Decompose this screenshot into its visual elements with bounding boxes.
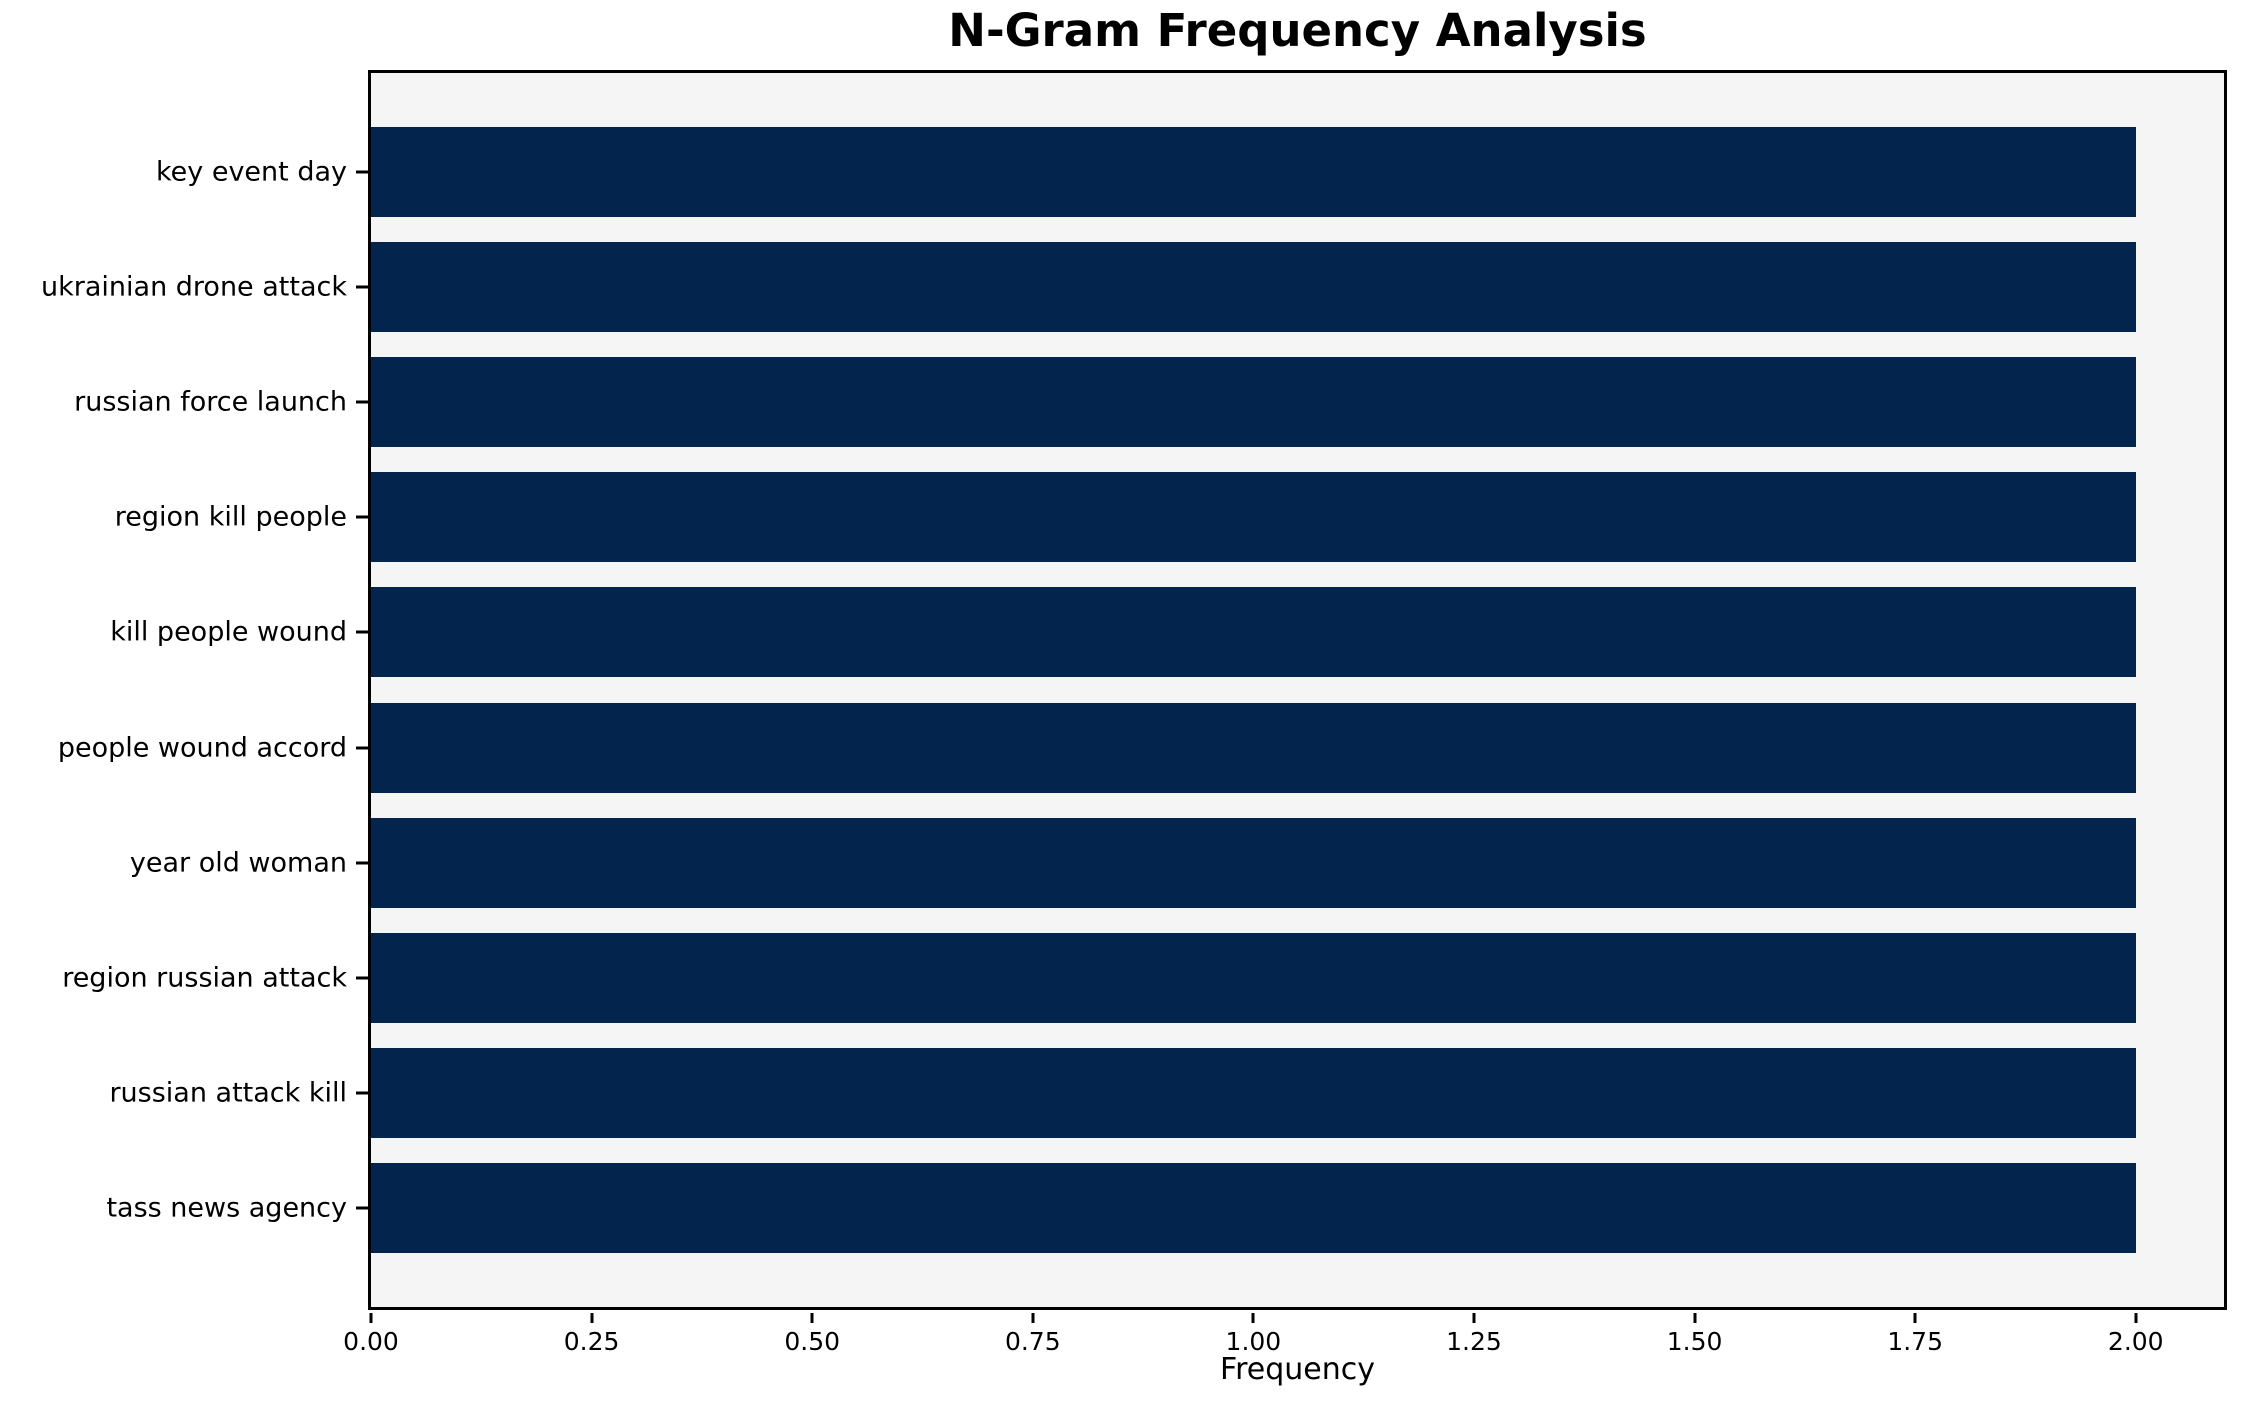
y-tick	[356, 515, 368, 519]
bar	[371, 817, 2136, 908]
bar-row: russian force launch	[74, 357, 2224, 448]
bar-row: key event day	[156, 127, 2224, 217]
y-tick-label: ukrainian drone attack	[41, 271, 347, 303]
x-tick-label: 1.75	[1887, 1327, 1943, 1356]
bar-row: kill people wound	[110, 587, 2224, 678]
bar	[371, 242, 2136, 333]
chart-title: N-Gram Frequency Analysis	[948, 4, 1647, 57]
y-tick-label: people wound accord	[57, 732, 347, 764]
y-tick	[356, 1091, 368, 1095]
y-tick	[356, 630, 368, 634]
y-tick-label: region russian attack	[62, 962, 347, 994]
bar	[371, 127, 2136, 217]
bar	[371, 472, 2136, 563]
y-tick	[356, 400, 368, 404]
x-tick	[2134, 1313, 2138, 1323]
bar	[371, 357, 2136, 448]
x-tick	[369, 1313, 373, 1323]
bar-row: people wound accord	[58, 702, 2224, 793]
y-tick-label: year old woman	[129, 847, 347, 879]
y-tick	[356, 1206, 368, 1210]
y-tick	[356, 170, 368, 174]
x-tick-label: 0.25	[563, 1327, 620, 1356]
y-tick-label: tass news agency	[106, 1192, 347, 1224]
bar	[371, 932, 2136, 1023]
y-tick-label: kill people wound	[110, 616, 347, 648]
bar-row: region russian attack	[62, 932, 2224, 1023]
y-tick-label: region kill people	[114, 501, 347, 533]
x-tick	[810, 1313, 814, 1323]
bar	[371, 1162, 2136, 1253]
x-tick-label: 0.75	[1004, 1327, 1061, 1356]
y-tick-label: key event day	[156, 156, 347, 188]
x-tick-label: 1.50	[1666, 1327, 1723, 1356]
x-tick-label: 0.00	[343, 1327, 399, 1356]
x-axis-label: Frequency	[1220, 1352, 1375, 1387]
bars-container: key event day ukrainian drone attack russi…	[41, 73, 2224, 1307]
x-tick	[1031, 1313, 1035, 1323]
x-tick	[590, 1313, 594, 1323]
x-tick	[1472, 1313, 1476, 1323]
x-tick	[1251, 1313, 1255, 1323]
bar-row: tass news agency	[106, 1162, 2224, 1253]
y-tick	[356, 861, 368, 865]
x-tick-label: 0.50	[784, 1327, 841, 1356]
y-tick-label: russian attack kill	[109, 1077, 347, 1109]
bar	[371, 702, 2136, 793]
bar-row: year old woman	[130, 817, 2224, 908]
bar	[371, 587, 2136, 678]
y-tick	[356, 746, 368, 750]
x-tick-label: 2.00	[2107, 1327, 2164, 1356]
y-tick	[356, 976, 368, 980]
y-tick	[356, 285, 368, 289]
x-tick	[1913, 1313, 1917, 1323]
x-tick-label: 1.00	[1225, 1327, 1282, 1356]
y-tick-label: russian force launch	[74, 386, 347, 418]
plot-area: key event day ukrainian drone attack russi…	[41, 70, 2227, 1356]
bar-row: russian attack kill	[109, 1047, 2224, 1138]
bar-row: ukrainian drone attack	[41, 242, 2224, 333]
x-tick	[1693, 1313, 1697, 1323]
bar-row: region kill people	[115, 472, 2224, 563]
x-tick-label: 1.25	[1446, 1327, 1502, 1356]
bar	[371, 1047, 2136, 1138]
